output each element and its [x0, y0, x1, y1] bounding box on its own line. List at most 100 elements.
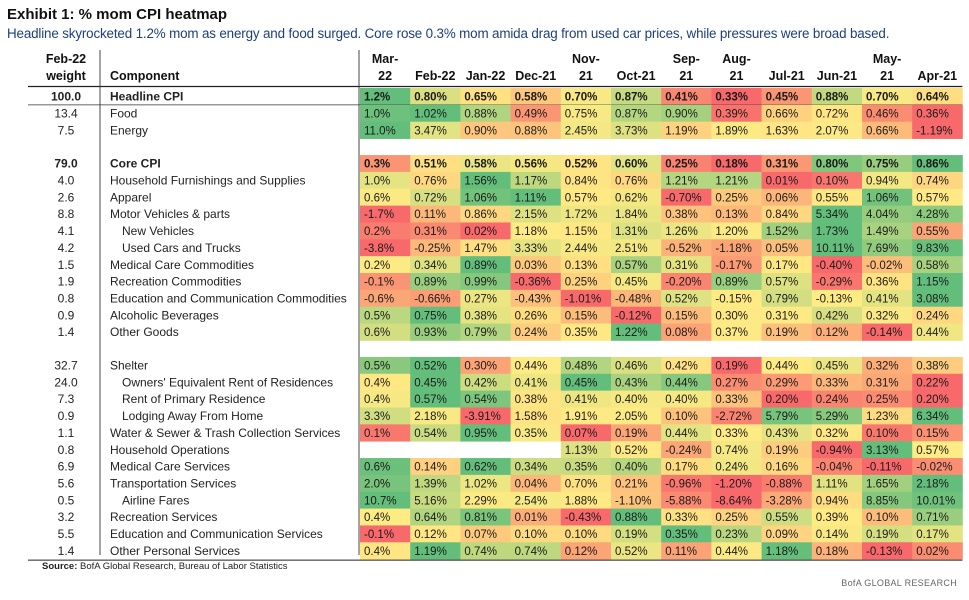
column-header: 22 [378, 69, 392, 83]
heat-cell [410, 491, 461, 509]
row-label: Airline Fares [122, 493, 189, 507]
heat-cell [410, 407, 461, 425]
column-header: 21 [880, 69, 894, 83]
cell-value: -8.64% [715, 495, 751, 507]
cell-value: 0.42% [816, 310, 849, 322]
cell-value: 1.18% [515, 226, 548, 238]
cell-value: 0.31% [766, 159, 799, 171]
heat-cell [811, 373, 863, 392]
cell-value: 0.44% [515, 361, 548, 373]
cell-value: 1.63% [766, 125, 799, 137]
row-weight: 1.1 [58, 426, 75, 440]
heat-cell [811, 222, 863, 240]
heat-cell [360, 88, 411, 106]
heat-cell [711, 171, 762, 190]
heat-cell [510, 424, 562, 442]
heat-cell [912, 491, 963, 509]
cell-value: -0.02% [916, 462, 952, 474]
cell-value: 1.21% [665, 176, 698, 188]
cell-value: 0.36% [916, 108, 949, 120]
cell-value: 0.2% [364, 226, 390, 238]
heat-cell [410, 188, 461, 207]
heat-cell [460, 104, 511, 123]
heat-cell [410, 171, 461, 190]
heat-cell [811, 121, 863, 139]
exhibit-title: Exhibit 1: % mom CPI heatmap [7, 6, 228, 23]
cell-value: 0.55% [766, 512, 799, 524]
cell-value: 1.02% [414, 108, 447, 120]
cell-value: 0.27% [464, 293, 497, 305]
cell-value: 4.28% [916, 209, 949, 221]
cell-value: 0.88% [615, 512, 648, 524]
cell-value: -0.29% [816, 277, 852, 289]
cell-value: 0.15% [916, 428, 949, 440]
heat-cell [460, 542, 511, 560]
cell-value: 0.04% [515, 478, 548, 490]
row-weight: 1.4 [58, 544, 75, 558]
cell-value: 7.69% [866, 243, 899, 255]
heat-cell [862, 273, 913, 291]
cell-value: 0.12% [414, 529, 447, 541]
row-weight: 0.9 [58, 409, 75, 423]
column-header: 21 [579, 69, 593, 83]
cell-value: 1.18% [766, 546, 799, 558]
heat-cell [410, 222, 461, 240]
heat-cell [912, 88, 963, 106]
heat-cell [460, 205, 511, 223]
heat-cell [811, 323, 863, 341]
column-header: Jun-21 [817, 69, 857, 83]
row-weight: 6.9 [58, 460, 75, 474]
cell-value: 0.75% [866, 159, 899, 171]
heat-cell [510, 104, 562, 123]
cell-value: 1.2% [364, 92, 390, 104]
heat-cell [410, 155, 461, 173]
heat-cell [460, 273, 511, 291]
cell-value: 0.58% [515, 92, 548, 104]
row-weight: 2.6 [58, 190, 75, 204]
heat-cell [410, 323, 461, 341]
heat-cell [862, 171, 913, 190]
heat-cell [761, 474, 813, 493]
heat-cell [761, 508, 813, 526]
row-weight: 4.0 [58, 174, 75, 188]
cell-value: 0.07% [464, 529, 497, 541]
cell-value: -0.66% [414, 293, 450, 305]
heat-cell [460, 188, 511, 207]
heat-cell [661, 306, 712, 324]
heat-cell [460, 424, 511, 442]
heat-cell [410, 458, 461, 476]
cell-value: -1.18% [715, 243, 751, 255]
heat-cell [510, 256, 562, 274]
row-label: Transportation Services [110, 476, 236, 490]
cell-value: -0.04% [816, 462, 852, 474]
heat-cell [761, 323, 813, 341]
cell-value: 0.79% [464, 327, 497, 339]
heat-cell [560, 273, 612, 291]
cell-value: 1.84% [615, 209, 648, 221]
cell-value: 0.31% [866, 377, 899, 389]
heat-cell [862, 104, 913, 123]
heat-cell [711, 525, 762, 543]
cell-value: 0.40% [665, 394, 698, 406]
cell-value: 0.62% [615, 192, 648, 204]
cell-value: 5.79% [766, 411, 799, 423]
heat-cell [661, 441, 712, 459]
cell-value: -0.43% [565, 512, 601, 524]
column-header: Dec-21 [515, 69, 556, 83]
heat-cell [761, 458, 813, 476]
cell-value: 1.47% [464, 243, 497, 255]
cell-value: 2.07% [816, 125, 849, 137]
heat-cell [811, 155, 863, 173]
cell-value: 0.30% [464, 361, 497, 373]
heat-cell [912, 289, 963, 308]
cell-value: 0.31% [665, 260, 698, 272]
cell-value: 0.84% [766, 209, 799, 221]
heat-cell [460, 407, 511, 425]
heat-cell [510, 171, 562, 190]
heat-cell [912, 205, 963, 223]
heat-cell [661, 222, 712, 240]
cell-value: 0.57% [414, 394, 447, 406]
heat-cell [560, 390, 612, 408]
heat-cell [711, 273, 762, 291]
heat-cell [862, 508, 913, 526]
